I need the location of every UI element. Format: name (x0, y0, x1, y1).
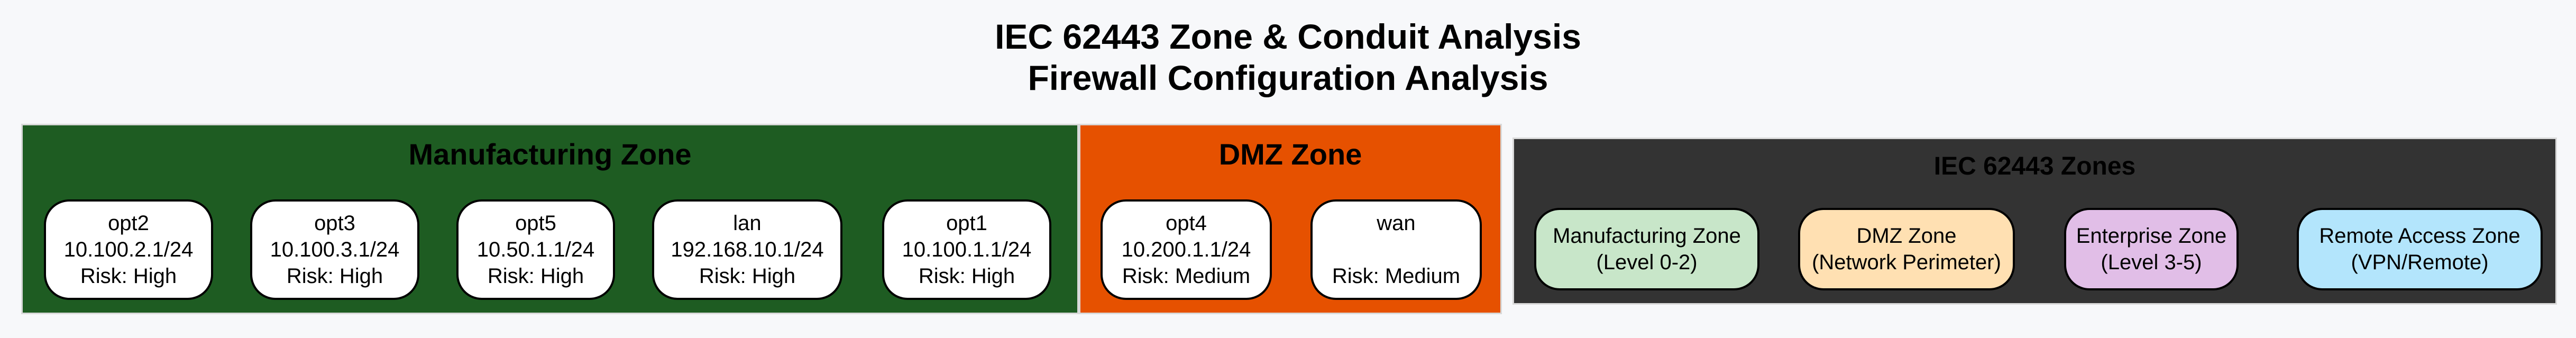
interface-risk: Risk: Medium (1332, 264, 1461, 288)
interface-risk: Risk: High (918, 264, 1015, 288)
interface-node-opt3[interactable]: opt3 10.100.3.1/24 Risk: High (250, 199, 419, 300)
legend-item-title: DMZ Zone (1856, 224, 1957, 248)
legend-item-detail: (Level 3-5) (2101, 251, 2202, 274)
interface-subnet: 10.100.1.1/24 (902, 238, 1032, 261)
interface-node-opt4[interactable]: opt4 10.200.1.1/24 Risk: Medium (1101, 199, 1272, 300)
interface-name: opt2 (108, 212, 149, 235)
legend-item-title: Remote Access Zone (2319, 224, 2520, 248)
interface-risk: Risk: Medium (1122, 264, 1251, 288)
interface-name: opt5 (515, 212, 556, 235)
legend-item-detail: (Level 0-2) (1596, 251, 1698, 274)
diagram-subtitle: Firewall Configuration Analysis (1028, 58, 1548, 97)
interface-subnet: 10.50.1.1/24 (476, 238, 595, 261)
interface-node-opt1[interactable]: opt1 10.100.1.1/24 Risk: High (882, 199, 1051, 300)
interface-subnet: 192.168.10.1/24 (671, 238, 824, 261)
interface-risk: Risk: High (487, 264, 584, 288)
legend-item-detail: (Network Perimeter) (1812, 251, 2001, 274)
interface-name: opt4 (1166, 212, 1207, 235)
interface-name: wan (1377, 212, 1416, 235)
diagram-title: IEC 62443 Zone & Conduit Analysis (995, 17, 1581, 56)
interface-node-opt2[interactable]: opt2 10.100.2.1/24 Risk: High (44, 199, 213, 300)
interface-risk: Risk: High (80, 264, 177, 288)
legend-item-remote-access-zone: Remote Access Zone (VPN/Remote) (2297, 208, 2543, 290)
dmz-zone-cluster: DMZ Zone opt4 10.200.1.1/24 Risk: Medium… (1079, 124, 1502, 314)
interface-name: opt3 (314, 212, 355, 235)
legend-item-enterprise-zone: Enterprise Zone (Level 3-5) (2064, 208, 2239, 290)
legend-item-dmz-zone: DMZ Zone (Network Perimeter) (1798, 208, 2015, 290)
interface-name: lan (733, 212, 762, 235)
manufacturing-zone-cluster: Manufacturing Zone opt2 10.100.2.1/24 Ri… (21, 124, 1079, 314)
legend-item-title: Enterprise Zone (2076, 224, 2227, 248)
interface-subnet: 10.200.1.1/24 (1121, 238, 1251, 261)
interface-risk: Risk: High (286, 264, 383, 288)
interface-risk: Risk: High (699, 264, 796, 288)
dmz-zone-label: DMZ Zone (1218, 138, 1362, 171)
interface-subnet: 10.100.2.1/24 (63, 238, 194, 261)
manufacturing-zone-label: Manufacturing Zone (408, 138, 692, 171)
interface-node-lan[interactable]: lan 192.168.10.1/24 Risk: High (652, 199, 842, 300)
interface-node-opt5[interactable]: opt5 10.50.1.1/24 Risk: High (456, 199, 615, 300)
legend-item-manufacturing-zone: Manufacturing Zone (Level 0-2) (1534, 208, 1759, 290)
legend-label: IEC 62443 Zones (1933, 152, 2136, 180)
interface-node-wan[interactable]: wan Risk: Medium (1310, 199, 1482, 300)
legend-item-title: Manufacturing Zone (1553, 224, 1741, 248)
legend-cluster: IEC 62443 Zones Manufacturing Zone (Leve… (1512, 138, 2557, 305)
legend-item-detail: (VPN/Remote) (2351, 251, 2489, 274)
interface-subnet: 10.100.3.1/24 (270, 238, 400, 261)
interface-name: opt1 (946, 212, 987, 235)
